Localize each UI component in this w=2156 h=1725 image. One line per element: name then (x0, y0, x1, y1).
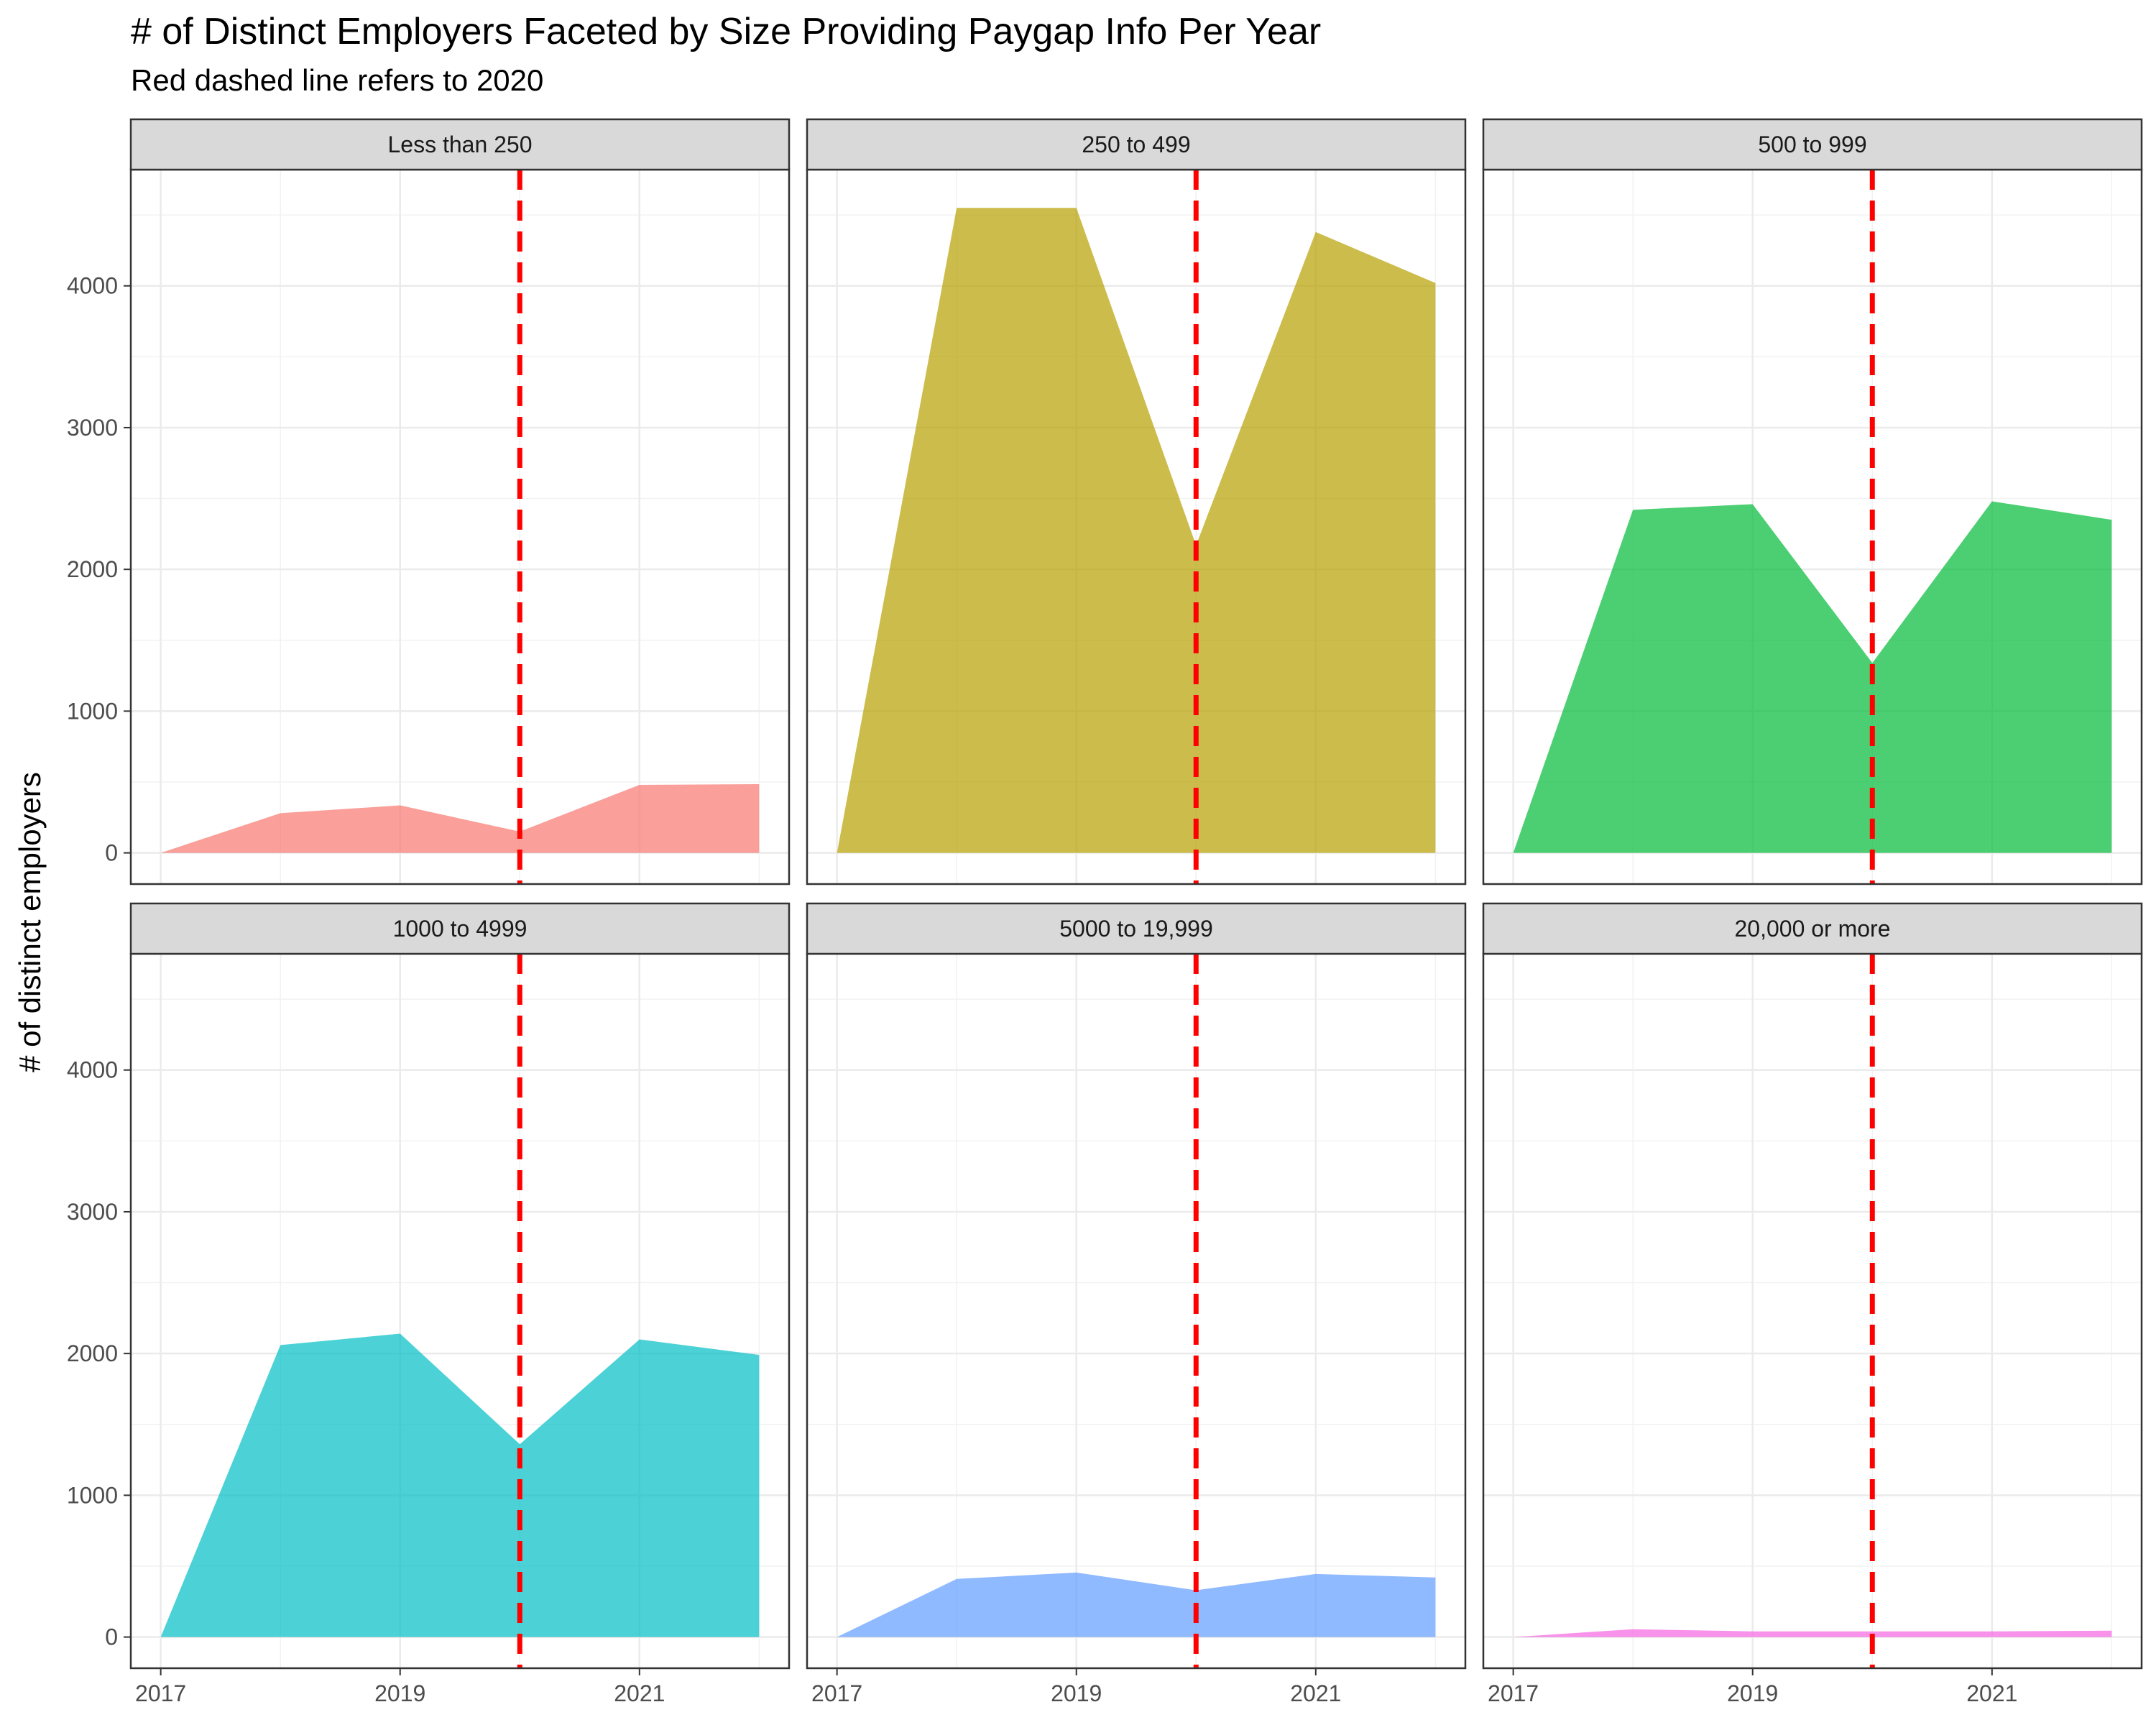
strip-background (129, 118, 791, 171)
strip-background (806, 902, 1467, 955)
x-tick-label: 2021 (614, 1680, 665, 1706)
x-tick-label: 2019 (1051, 1680, 1102, 1706)
y-tick-label: 4000 (67, 1057, 118, 1083)
y-tick-label: 2000 (67, 556, 118, 582)
chart-subtitle: Red dashed line refers to 2020 (131, 63, 544, 97)
strip-label-1000-to-4999: 1000 to 4999 (393, 916, 528, 942)
x-tick-label: 2021 (1966, 1680, 2017, 1706)
y-tick-label: 3000 (67, 415, 118, 441)
y-tick-label: 0 (105, 840, 118, 866)
y-tick-label: 0 (105, 1624, 118, 1650)
strip-background (806, 118, 1467, 171)
x-tick-label: 2021 (1290, 1680, 1341, 1706)
area-500-to-999 (1513, 501, 2112, 853)
strip-label-500-to-999: 500 to 999 (1758, 132, 1866, 157)
strip-label-less-than-250: Less than 250 (387, 132, 532, 157)
strip-background (1482, 118, 2143, 171)
chart-title: # of Distinct Employers Faceted by Size … (131, 11, 1322, 52)
strip-background (1482, 902, 2143, 955)
panel-border (806, 952, 1467, 1670)
y-tick-label: 2000 (67, 1340, 118, 1366)
area-5000-to-19-999 (837, 1572, 1436, 1637)
area-250-to-499 (837, 208, 1436, 853)
panel-border (129, 168, 791, 886)
area-1000-to-4999 (160, 1333, 760, 1637)
x-tick-label: 2017 (135, 1680, 186, 1706)
strip-label-250-to-499: 250 to 499 (1082, 132, 1190, 157)
strip-background (129, 902, 791, 955)
y-tick-label: 1000 (67, 698, 118, 724)
area-20-000-or-more (1513, 1629, 2112, 1637)
strip-label-5000-to-19-999: 5000 to 19,999 (1059, 916, 1213, 942)
y-tick-label: 4000 (67, 273, 118, 299)
x-tick-label: 2017 (1488, 1680, 1539, 1706)
area-less-than-250 (160, 783, 760, 853)
strip-label-20-000-or-more: 20,000 or more (1734, 916, 1890, 942)
x-tick-label: 2019 (1727, 1680, 1778, 1706)
panel-border (1482, 952, 2143, 1670)
x-tick-label: 2019 (374, 1680, 425, 1706)
y-tick-label: 1000 (67, 1482, 118, 1508)
x-tick-label: 2017 (811, 1680, 862, 1706)
y-tick-label: 3000 (67, 1199, 118, 1225)
